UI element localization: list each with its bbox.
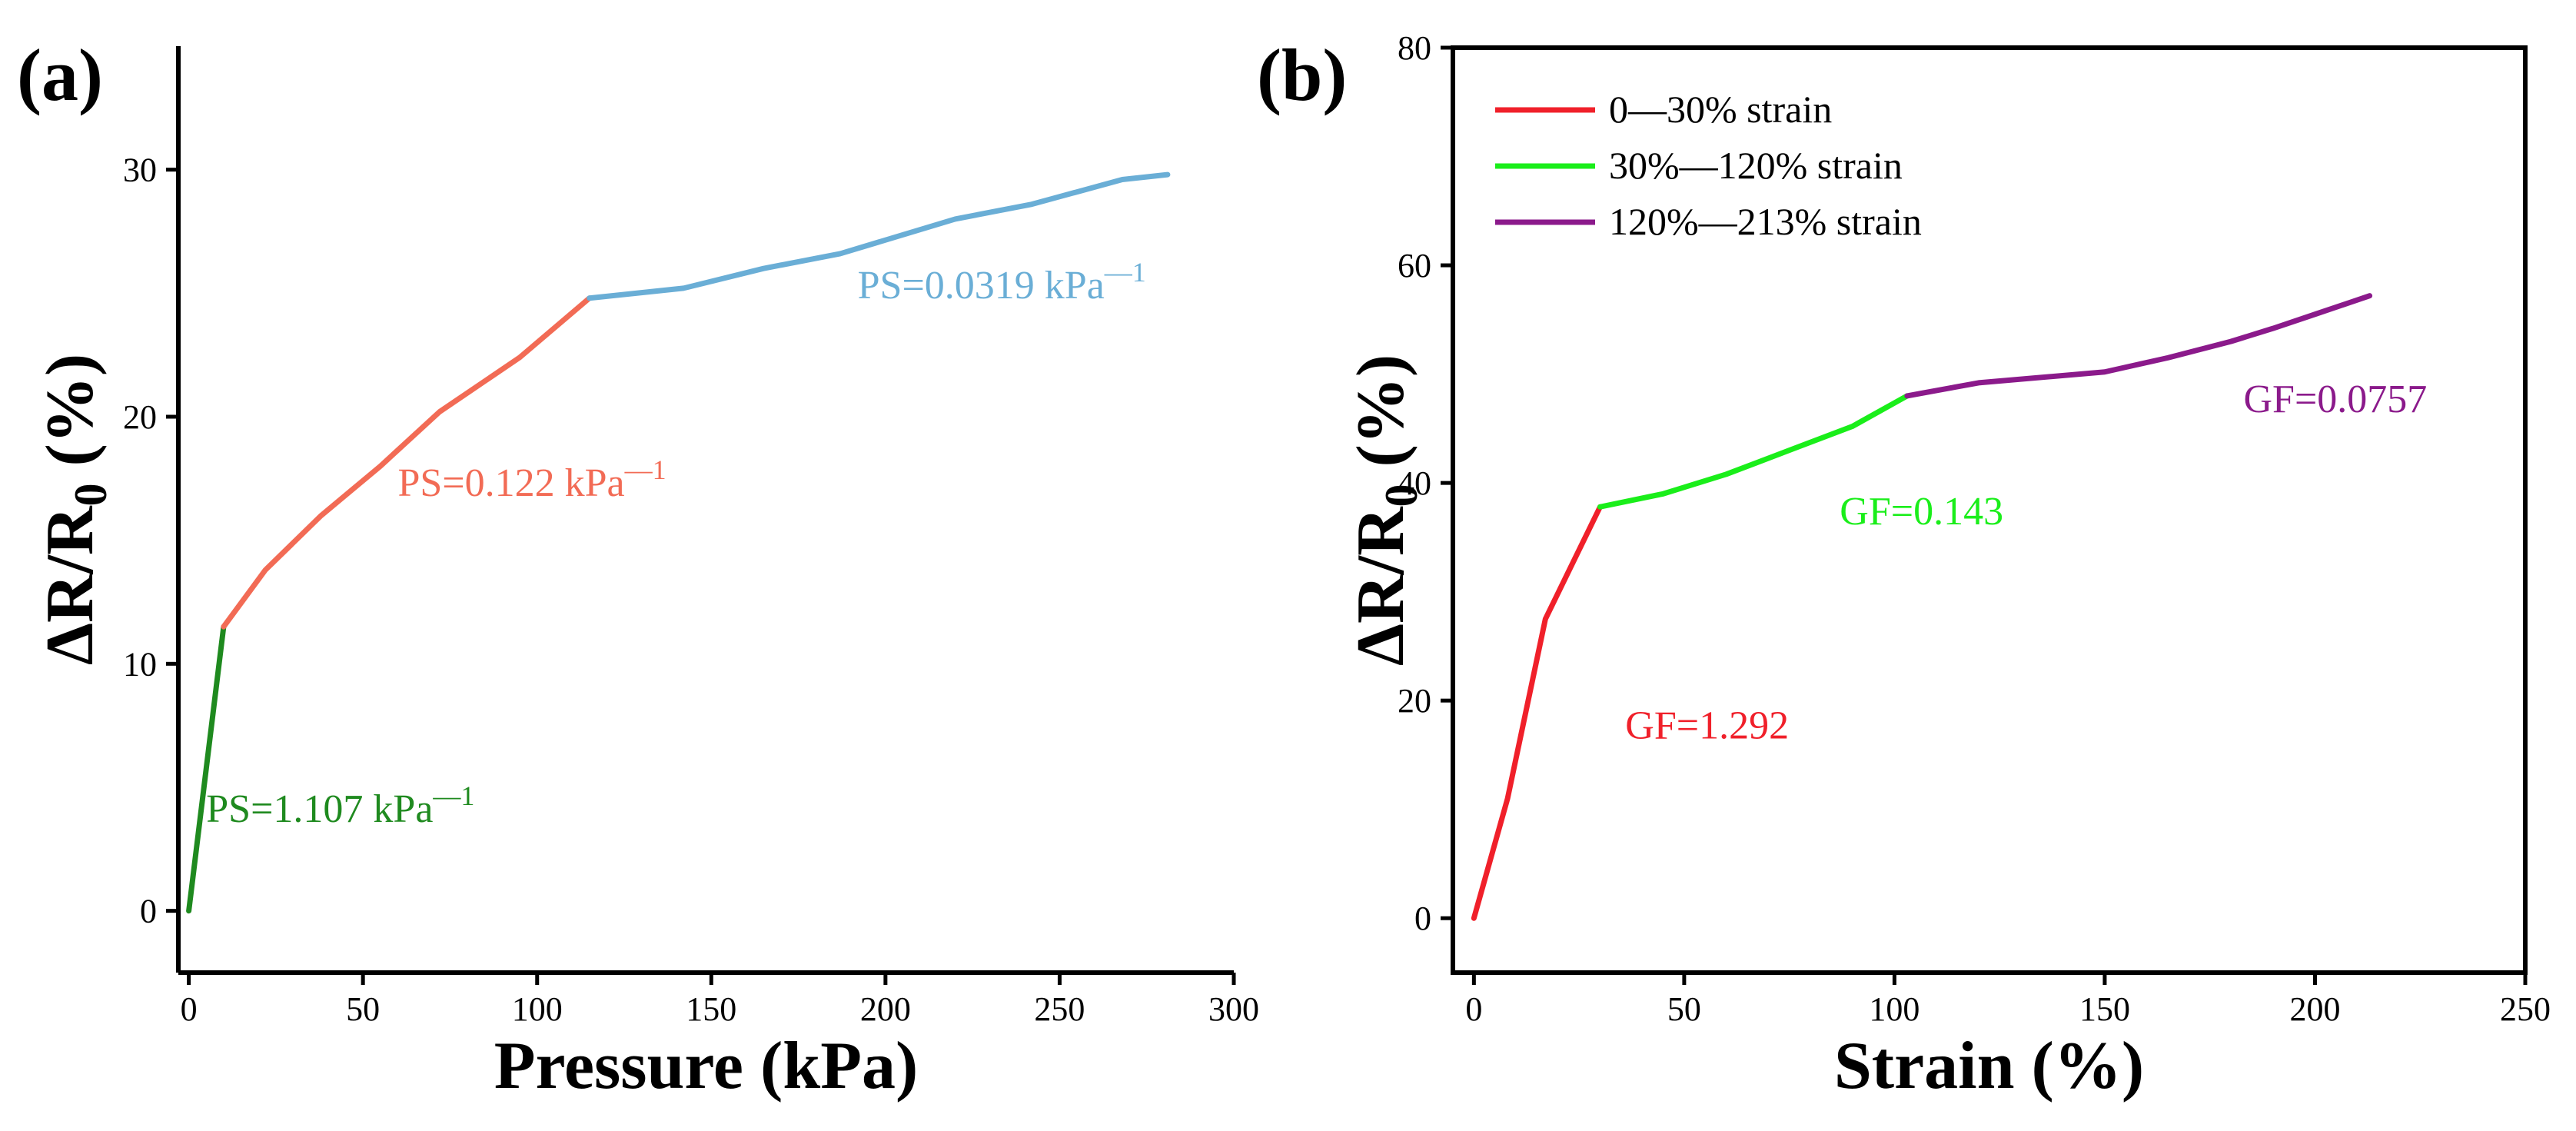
panel-label: (b) [1257, 34, 1347, 116]
y-tick-label: 30 [123, 151, 157, 189]
x-tick-label: 250 [2500, 990, 2551, 1028]
plot-frame [1451, 45, 2528, 975]
y-tick-label: 40 [1398, 464, 1431, 502]
panel-label: (a) [17, 34, 103, 116]
y-tick-label: 80 [1398, 29, 1431, 67]
annotation: PS=0.122 kPa—1 [397, 454, 666, 505]
annotation: PS=0.0319 kPa—1 [858, 257, 1146, 308]
x-tick-label: 100 [512, 990, 563, 1028]
annotation: GF=1.292 [1625, 704, 1789, 748]
y-tick-label: 20 [1398, 682, 1431, 720]
y-axis-label: ΔR/R0 (%) [1344, 354, 1427, 666]
x-tick-label: 50 [346, 990, 380, 1028]
x-tick-label: 150 [2079, 990, 2130, 1028]
x-tick-label: 150 [686, 990, 736, 1028]
legend-entry: 30%—120% strain [1609, 144, 1903, 187]
x-tick-label: 100 [1869, 990, 1920, 1028]
series-line-0 [1471, 504, 1603, 921]
legend-entry: 120%—213% strain [1609, 200, 1922, 243]
series-line-0 [186, 624, 227, 914]
x-axis-label: Pressure (kPa) [494, 1029, 919, 1103]
y-tick-label: 0 [140, 893, 157, 930]
x-tick-label: 200 [2289, 990, 2340, 1028]
x-tick-label: 200 [860, 990, 911, 1028]
legend-entry: 0—30% strain [1609, 88, 1832, 131]
x-tick-label: 300 [1208, 990, 1259, 1028]
y-tick-label: 0 [1414, 900, 1431, 937]
x-tick-label: 50 [1667, 990, 1701, 1028]
y-tick-label: 20 [123, 398, 157, 436]
x-tick-label: 0 [181, 990, 198, 1028]
annotation: GF=0.0757 [2243, 378, 2427, 421]
y-tick-label: 60 [1398, 247, 1431, 284]
series-line-1 [221, 295, 593, 630]
y-tick-label: 10 [123, 645, 157, 683]
chart-panel-0: (a) 0 50 100 150 200 250 300 0 10 20 30 Pressure (kP… [17, 34, 1259, 1103]
series-line-1 [1597, 393, 1910, 510]
x-tick-label: 250 [1034, 990, 1085, 1028]
x-tick-label: 0 [1465, 990, 1482, 1028]
x-axis-label: Strain (%) [1834, 1029, 2144, 1103]
series-line-2 [587, 171, 1171, 301]
y-axis-label: ΔR/R0 (%) [33, 354, 116, 665]
chart-panel-1: (b) 0 50 100 150 200 250 0 20 40 60 80 Strain (%) ΔR/… [1257, 29, 2551, 1103]
annotation: PS=1.107 kPa—1 [206, 780, 474, 831]
annotation: GF=0.143 [1840, 490, 2003, 534]
series-line-2 [1904, 293, 2373, 399]
